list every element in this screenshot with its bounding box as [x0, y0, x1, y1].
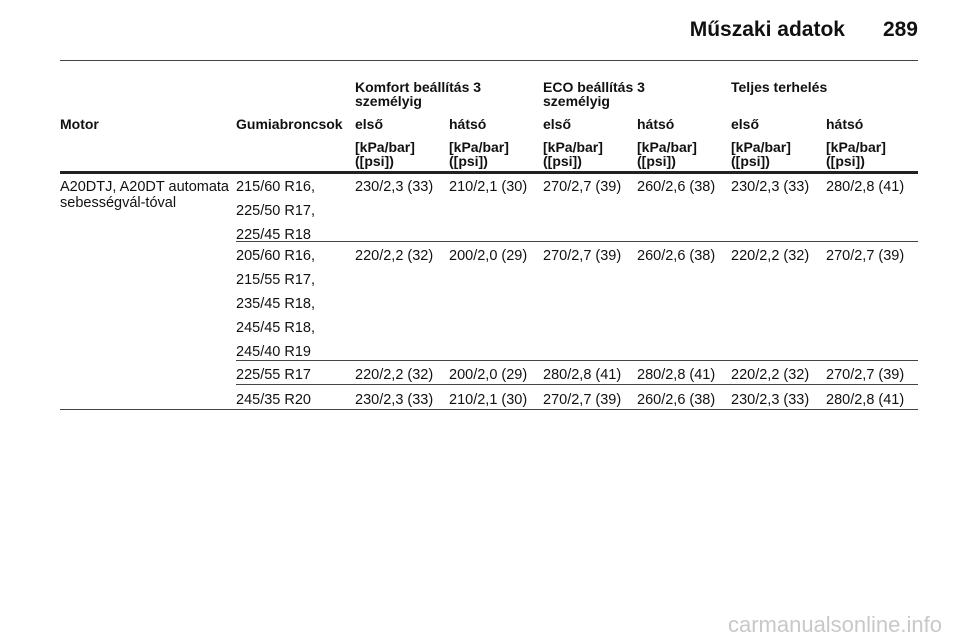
sub-header: hátsó [826, 116, 864, 132]
row-divider [236, 360, 918, 361]
row-divider [60, 409, 918, 410]
tire-size: 215/55 R17, [236, 272, 316, 288]
sub-header: első [355, 116, 384, 132]
pressure-value: 270/2,7 (39) [543, 179, 622, 195]
pressure-value: 210/2,1 (30) [449, 392, 528, 408]
pressure-value: 270/2,7 (39) [826, 367, 905, 383]
pressure-value: 230/2,3 (33) [355, 392, 434, 408]
pressure-value: 260/2,6 (38) [637, 179, 716, 195]
sub-header: első [731, 116, 760, 132]
unit-label: [kPa/bar] ([psi]) [355, 139, 415, 169]
tire-size: 245/35 R20 [236, 392, 311, 408]
pressure-value: 220/2,2 (32) [355, 367, 434, 383]
tire-size: 225/55 R17 [236, 367, 311, 383]
pressure-value: 260/2,6 (38) [637, 248, 716, 264]
sub-header: hátsó [449, 116, 487, 132]
row-divider [236, 241, 918, 242]
page-header: Műszaki adatok 289 [690, 18, 918, 42]
pressure-value: 280/2,8 (41) [637, 367, 716, 383]
unit-label: [kPa/bar] ([psi]) [637, 139, 697, 169]
column-header-tires: Gumiabroncsok [236, 116, 343, 132]
unit-label: [kPa/bar] ([psi]) [543, 139, 603, 169]
motor-cell: A20DTJ, A20DT automata sebességvál-tóval [60, 179, 229, 211]
unit-label: [kPa/bar] ([psi]) [449, 139, 509, 169]
tire-size: 225/50 R17, [236, 203, 316, 219]
page-number: 289 [882, 18, 918, 41]
pressure-value: 270/2,7 (39) [543, 248, 622, 264]
group-header: Komfort beállítás 3 személyig [355, 79, 482, 109]
tire-size: 245/40 R19 [236, 344, 311, 360]
sub-header: hátsó [637, 116, 675, 132]
row-divider [236, 384, 918, 385]
pressure-value: 220/2,2 (32) [731, 367, 810, 383]
unit-label: [kPa/bar] ([psi]) [731, 139, 791, 169]
tire-size: 235/45 R18, [236, 296, 316, 312]
pressure-value: 210/2,1 (30) [449, 179, 528, 195]
pressure-value: 280/2,8 (41) [826, 179, 905, 195]
pressure-value: 230/2,3 (33) [355, 179, 434, 195]
column-header-motor: Motor [60, 116, 99, 132]
group-header: Teljes terhelés [731, 79, 828, 95]
pressure-value: 230/2,3 (33) [731, 179, 810, 195]
pressure-value: 230/2,3 (33) [731, 392, 810, 408]
pressure-value: 220/2,2 (32) [731, 248, 810, 264]
tire-size: 215/60 R16, [236, 179, 316, 195]
tire-size: 205/60 R16, [236, 248, 316, 264]
pressure-value: 200/2,0 (29) [449, 248, 528, 264]
unit-label: [kPa/bar] ([psi]) [826, 139, 886, 169]
pressure-value: 280/2,8 (41) [543, 367, 622, 383]
pressure-value: 270/2,7 (39) [826, 248, 905, 264]
section-title: Műszaki adatok [689, 18, 845, 41]
tire-size: 225/45 R18 [236, 227, 311, 243]
sub-header: első [543, 116, 572, 132]
pressure-value: 200/2,0 (29) [449, 367, 528, 383]
header-divider [60, 171, 918, 174]
tire-size: 245/45 R18, [236, 320, 316, 336]
header-rule [60, 60, 918, 61]
pressure-value: 270/2,7 (39) [543, 392, 622, 408]
pressure-value: 220/2,2 (32) [355, 248, 434, 264]
group-header: ECO beállítás 3 személyig [543, 79, 645, 109]
watermark: carmanualsonline.info [727, 612, 942, 637]
pressure-value: 280/2,8 (41) [826, 392, 905, 408]
pressure-value: 260/2,6 (38) [637, 392, 716, 408]
